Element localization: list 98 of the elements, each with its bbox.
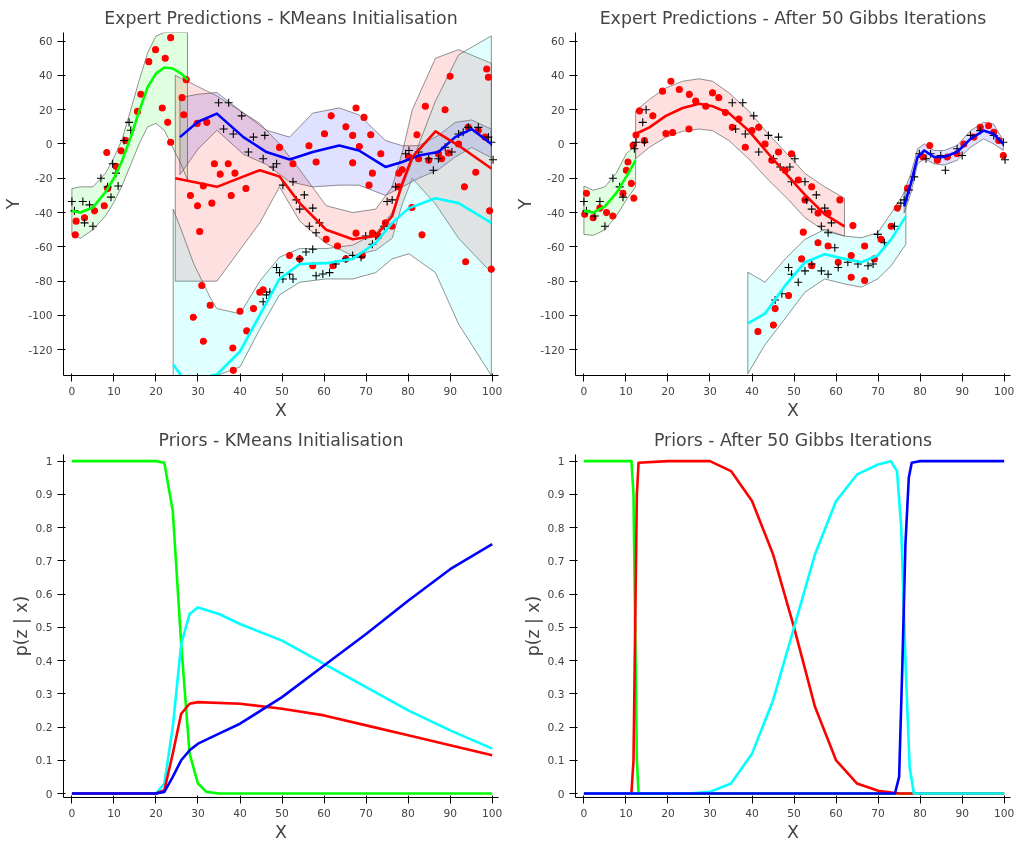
x-tick-label: 30 — [191, 806, 205, 820]
y-tick-label: -40 — [35, 206, 53, 220]
x-tick-label: 40 — [745, 806, 760, 820]
y-tick-label: -100 — [28, 309, 53, 323]
x-tick-label: 60 — [829, 384, 844, 398]
x-tick-label: 40 — [745, 384, 760, 398]
y-tick-label: 0.9 — [35, 488, 53, 502]
x-tick-label: 40 — [233, 806, 248, 820]
x-tick-label: 20 — [661, 806, 675, 820]
y-tick-label: -80 — [35, 275, 53, 289]
x-tick-label: 90 — [443, 806, 458, 820]
y-tick-label: -120 — [28, 343, 53, 357]
x-tick-label: 50 — [275, 384, 290, 398]
x-tick-label: 80 — [913, 384, 928, 398]
y-tick-label: 40 — [38, 69, 53, 83]
y-tick-label: 60 — [550, 35, 565, 49]
x-tick-label: 90 — [955, 384, 970, 398]
y-axis-title: p(z | x) — [10, 595, 31, 657]
y-tick-label: 0 — [45, 137, 53, 151]
x-tick-label: 70 — [871, 384, 886, 398]
x-tick-label: 60 — [829, 806, 844, 820]
x-tick-label: 50 — [275, 806, 290, 820]
y-tick-label: 0.7 — [547, 554, 565, 568]
y-tick-label: -60 — [35, 240, 53, 254]
x-tick-label: 80 — [401, 806, 416, 820]
x-tick-label: 10 — [619, 384, 633, 398]
y-tick-label: 0 — [557, 137, 565, 151]
y-axis-title: p(z | x) — [522, 595, 543, 657]
x-tick-label: 0 — [68, 384, 76, 398]
x-tick-label: 90 — [443, 384, 458, 398]
y-tick-label: 0.4 — [35, 654, 53, 668]
y-tick-label: 0.6 — [35, 588, 53, 602]
x-tick-label: 40 — [233, 384, 248, 398]
y-tick-label: 1 — [45, 455, 53, 469]
y-tick-label: -40 — [547, 206, 565, 220]
y-tick-label: 20 — [550, 103, 565, 117]
x-tick-label: 20 — [661, 384, 675, 398]
y-tick-label: 0.5 — [35, 621, 53, 635]
y-tick-label: -20 — [547, 172, 565, 186]
x-tick-label: 90 — [955, 806, 970, 820]
y-tick-label: 0.4 — [547, 654, 565, 668]
y-tick-label: 0.6 — [547, 588, 565, 602]
x-tick-label: 20 — [149, 384, 163, 398]
y-tick-label: 0.1 — [35, 754, 53, 768]
y-tick-label: -20 — [35, 172, 53, 186]
y-tick-label: 0.3 — [547, 687, 565, 701]
chart-title: Expert Predictions - After 50 Gibbs Iterations — [599, 7, 987, 28]
x-tick-label: 30 — [703, 384, 717, 398]
x-tick-label: 100 — [482, 806, 503, 820]
x-tick-label: 100 — [994, 806, 1015, 820]
x-tick-label: 50 — [787, 806, 802, 820]
y-tick-label: 0 — [557, 787, 565, 801]
x-tick-label: 20 — [149, 806, 163, 820]
y-tick-label: 0.9 — [547, 488, 565, 502]
x-tick-label: 10 — [107, 384, 121, 398]
y-tick-label: 0.8 — [547, 521, 565, 535]
chart-title: Expert Predictions - KMeans Initialisation — [104, 7, 458, 28]
x-tick-label: 100 — [482, 384, 503, 398]
x-axis-title: X — [787, 399, 800, 420]
x-tick-label: 0 — [580, 384, 588, 398]
x-axis-title: X — [787, 821, 800, 842]
y-tick-label: 0.8 — [35, 521, 53, 535]
x-tick-label: 80 — [913, 806, 928, 820]
x-tick-label: 100 — [994, 384, 1015, 398]
y-tick-label: -80 — [547, 275, 565, 289]
x-tick-label: 30 — [703, 806, 717, 820]
y-axis-title: Y — [3, 198, 24, 211]
y-tick-label: 20 — [38, 103, 53, 117]
y-tick-label: 0.5 — [547, 621, 565, 635]
x-tick-label: 70 — [871, 806, 886, 820]
x-tick-label: 30 — [191, 384, 205, 398]
x-tick-label: 0 — [580, 806, 588, 820]
x-tick-label: 50 — [787, 384, 802, 398]
y-tick-label: 60 — [38, 35, 53, 49]
y-tick-label: -120 — [540, 343, 565, 357]
y-tick-label: -60 — [547, 240, 565, 254]
y-axis-title: Y — [515, 198, 536, 211]
x-tick-label: 80 — [401, 384, 416, 398]
y-tick-label: 0.7 — [35, 554, 53, 568]
y-tick-label: 0.2 — [35, 721, 53, 735]
x-tick-label: 60 — [317, 384, 332, 398]
x-tick-label: 70 — [359, 806, 374, 820]
x-tick-label: 0 — [68, 806, 76, 820]
y-tick-label: 1 — [557, 455, 565, 469]
x-axis-title: X — [275, 399, 288, 420]
x-tick-label: 60 — [317, 806, 332, 820]
y-tick-label: 0.2 — [547, 721, 565, 735]
y-tick-label: 0.1 — [547, 754, 565, 768]
y-tick-label: 0 — [45, 787, 53, 801]
x-tick-label: 10 — [619, 806, 633, 820]
x-tick-label: 70 — [359, 384, 374, 398]
y-tick-label: -100 — [540, 309, 565, 323]
x-axis-title: X — [275, 821, 288, 842]
chart-title: Priors - After 50 Gibbs Iterations — [653, 429, 933, 450]
chart-title: Priors - KMeans Initialisation — [158, 429, 404, 450]
y-tick-label: 40 — [550, 69, 565, 83]
y-tick-label: 0.3 — [35, 687, 53, 701]
x-tick-label: 10 — [107, 806, 121, 820]
